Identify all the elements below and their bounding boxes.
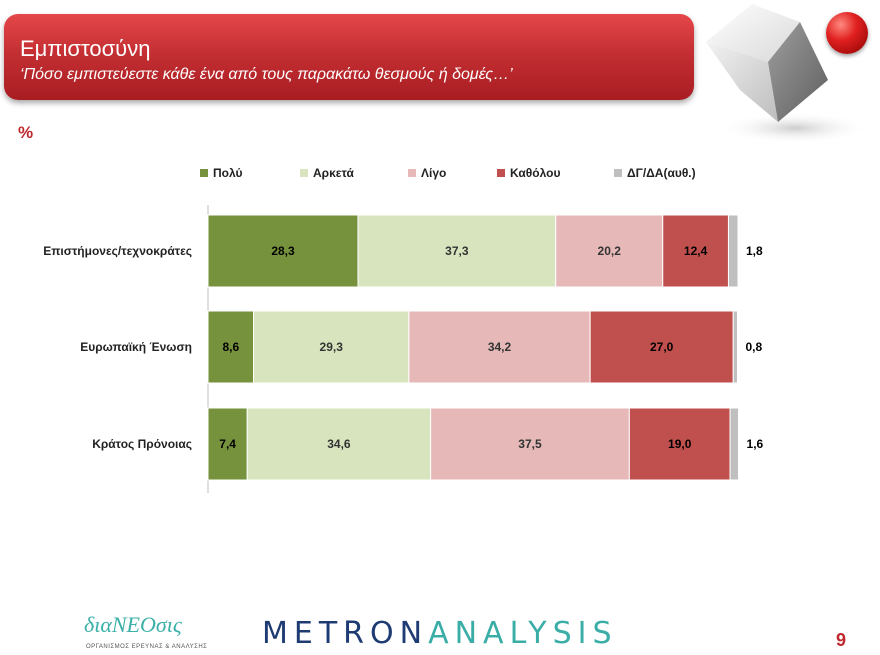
page-number: 9 [836, 630, 847, 650]
data-label: 19,0 [668, 437, 692, 451]
brand-part-2: ANALYSIS [428, 616, 618, 651]
data-label: 8,6 [222, 340, 239, 354]
data-label: 28,3 [271, 244, 295, 258]
legend-item: Πολύ [200, 166, 242, 180]
bar-segment [729, 407, 740, 481]
legend-item: ΔΓ/ΔΑ(αυθ.) [614, 166, 696, 180]
legend-label: Καθόλου [510, 166, 561, 180]
page-title: Εμπιστοσύνη [20, 36, 151, 61]
dianeosis-logo: διαΝΕΟσις [84, 612, 182, 637]
title-banner: Εμπιστοσύνη ‘Πόσο εμπιστεύεστε κάθε ένα … [4, 14, 694, 100]
data-label: 7,4 [219, 437, 236, 451]
red-ball-decoration [826, 12, 868, 54]
data-label: 0,8 [745, 340, 762, 354]
bar-segment [732, 310, 738, 384]
bar-segment [207, 407, 248, 481]
data-label: 12,4 [684, 244, 708, 258]
legend-swatch [408, 169, 416, 177]
data-label: 37,5 [518, 437, 542, 451]
bar-segment [430, 407, 630, 481]
data-label: 1,6 [747, 437, 764, 451]
dianeosis-logo-subtitle: ΟΡΓΑΝΙΣΜΟΣ ΕΡΕΥΝΑΣ & ΑΝΑΛΥΣΗΣ [86, 644, 208, 650]
brand-part-1: METRON [262, 616, 429, 651]
legend-item: Καθόλου [497, 166, 560, 180]
bar-segment [727, 214, 739, 288]
bar-segment [662, 214, 729, 288]
cube-decoration [706, 4, 870, 144]
legend-swatch [300, 169, 308, 177]
bar-segment [408, 310, 591, 384]
legend-item: Λίγο [408, 166, 446, 180]
data-label: 34,6 [327, 437, 351, 451]
legend-item: Αρκετά [300, 166, 354, 180]
bar-segment [246, 407, 432, 481]
legend-swatch [497, 169, 505, 177]
data-label: 27,0 [650, 340, 674, 354]
data-label: 37,3 [445, 244, 469, 258]
data-label: 29,3 [320, 340, 344, 354]
legend-label: Λίγο [421, 166, 447, 180]
legend-label: Αρκετά [313, 166, 354, 180]
legend-label: ΔΓ/ΔΑ(αυθ.) [627, 166, 696, 180]
bar-segment [589, 310, 734, 384]
metron-analysis-logo: METRONANALYSIS [262, 616, 618, 651]
bar-segment [253, 310, 410, 384]
category-label: Επιστήμονες/τεχνοκράτες [43, 244, 192, 258]
page-subtitle: ‘Πόσο εμπιστεύεστε κάθε ένα από τους παρ… [20, 66, 513, 83]
unit-label: % [18, 123, 34, 142]
data-label: 20,2 [598, 244, 622, 258]
bar-segment [207, 214, 359, 288]
legend-swatch [200, 169, 208, 177]
legend-label: Πολύ [213, 166, 243, 180]
category-label: Ευρωπαϊκή Ένωση [80, 340, 192, 354]
bar-segment [628, 407, 731, 481]
legend-swatch [614, 169, 622, 177]
data-label: 1,8 [746, 244, 763, 258]
data-label: 34,2 [488, 340, 512, 354]
category-label: Κράτος Πρόνοιας [92, 437, 192, 451]
